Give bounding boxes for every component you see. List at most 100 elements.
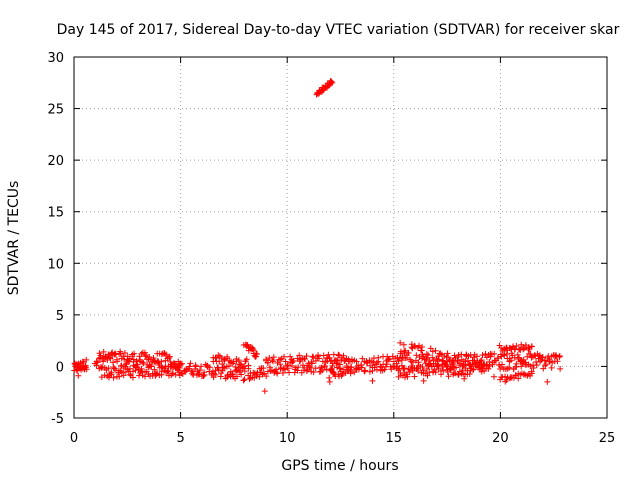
data-point: [450, 363, 457, 370]
data-point: [321, 362, 328, 369]
data-point: [470, 366, 477, 373]
data-point: [419, 344, 426, 351]
data-point: [423, 365, 430, 372]
data-point: [478, 357, 485, 364]
data-point: [287, 353, 294, 360]
data-point: [419, 364, 426, 371]
data-point: [130, 362, 137, 369]
data-point: [289, 359, 296, 366]
data-point: [548, 364, 555, 371]
data-point: [235, 357, 242, 364]
data-point: [362, 367, 369, 374]
data-point: [240, 364, 247, 371]
data-point: [126, 365, 133, 372]
data-point: [416, 342, 423, 349]
data-point: [319, 367, 326, 374]
data-point: [151, 366, 158, 373]
data-point: [270, 358, 277, 365]
data-point: [397, 339, 404, 346]
data-point: [166, 353, 173, 360]
y-axis-label: SDTVAR / TECUs: [6, 181, 22, 296]
data-point: [373, 366, 380, 373]
data-point: [215, 366, 222, 373]
y-tick-label: -5: [51, 412, 64, 427]
data-point: [310, 369, 317, 376]
data-point: [400, 341, 407, 348]
y-tick-label: 25: [47, 103, 64, 118]
data-point: [420, 377, 427, 384]
x-tick-label: 25: [599, 431, 616, 446]
data-point: [196, 367, 203, 374]
data-point: [121, 356, 128, 363]
data-point: [445, 373, 452, 380]
data-point: [451, 352, 458, 359]
data-point: [296, 352, 303, 359]
data-point: [121, 349, 128, 356]
data-point: [432, 347, 439, 354]
data-point: [452, 370, 459, 377]
data-point: [507, 374, 514, 381]
y-tick-label: 30: [47, 51, 64, 66]
data-point: [238, 371, 245, 378]
data-point: [201, 371, 208, 378]
data-point: [212, 355, 219, 362]
data-point: [295, 364, 302, 371]
data-point: [348, 364, 355, 371]
data-point: [339, 370, 346, 377]
data-point: [444, 350, 451, 357]
data-point: [232, 363, 239, 370]
data-point: [304, 366, 311, 373]
data-point: [361, 368, 368, 375]
data-point: [326, 378, 333, 385]
data-point: [389, 353, 396, 360]
x-axis: 0 5 10 15 20 25: [70, 57, 615, 446]
data-point: [243, 356, 250, 363]
data-point: [398, 357, 405, 364]
data-point: [290, 357, 297, 364]
data-point: [186, 363, 193, 370]
data-point: [432, 369, 439, 376]
data-point: [260, 365, 267, 372]
data-point: [356, 365, 363, 372]
data-point: [404, 373, 411, 380]
data-point: [279, 369, 286, 376]
data-point: [245, 365, 252, 372]
data-point: [539, 354, 546, 361]
data-point: [347, 370, 354, 377]
data-point: [94, 359, 101, 366]
data-point: [336, 352, 343, 359]
data-point: [334, 357, 341, 364]
data-point: [294, 367, 301, 374]
data-point: [172, 371, 179, 378]
data-point: [447, 367, 454, 374]
data-point: [491, 350, 498, 357]
data-point: [240, 377, 247, 384]
y-tick-label: 20: [47, 154, 64, 169]
data-point: [198, 363, 205, 370]
data-point: [402, 374, 409, 381]
data-point: [334, 364, 341, 371]
data-point: [429, 348, 436, 355]
data-point: [145, 364, 152, 371]
data-point: [390, 362, 397, 369]
data-point: [281, 353, 288, 360]
data-point: [412, 343, 419, 350]
data-point: [129, 368, 136, 375]
data-point: [263, 373, 270, 380]
data-point: [83, 366, 90, 373]
data-point: [316, 355, 323, 362]
data-point: [506, 364, 513, 371]
data-point: [140, 360, 147, 367]
data-point: [110, 374, 117, 381]
data-point: [238, 361, 245, 368]
data-point: [266, 364, 273, 371]
data-point: [278, 364, 285, 371]
data-point: [424, 372, 431, 379]
data-point: [528, 370, 535, 377]
data-point: [264, 359, 271, 366]
data-point: [477, 357, 484, 364]
data-point: [395, 358, 402, 365]
data-point: [556, 352, 563, 359]
data-point: [495, 355, 502, 362]
data-point: [423, 350, 430, 357]
